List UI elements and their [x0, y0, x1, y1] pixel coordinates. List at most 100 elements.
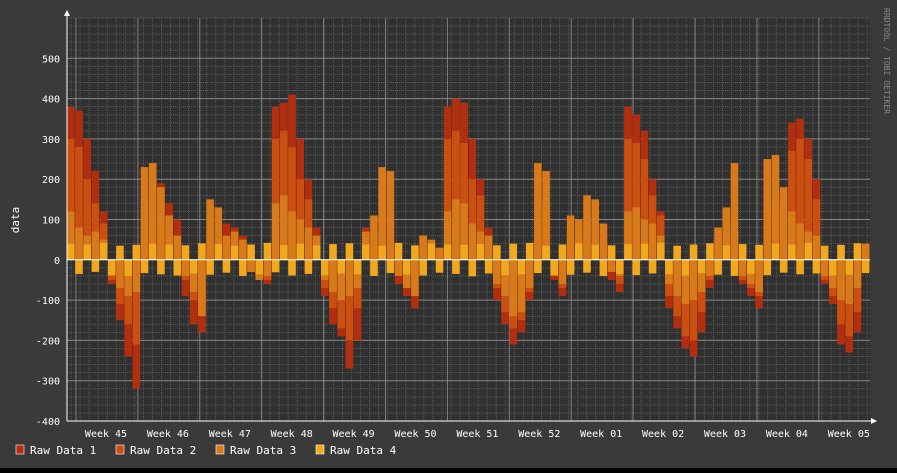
legend-label: Raw Data 4 — [330, 444, 397, 457]
bar-3 — [689, 259, 698, 301]
bar-4 — [493, 245, 501, 260]
bar-4 — [607, 245, 616, 260]
bar-3 — [468, 223, 477, 260]
bar-4 — [706, 243, 714, 260]
bar-4 — [214, 244, 223, 260]
bar-3 — [697, 259, 706, 293]
x-tick-label: Week 52 — [518, 429, 560, 440]
bar-3 — [198, 259, 206, 317]
bar-4 — [198, 243, 206, 260]
bar-3 — [67, 211, 75, 260]
bar-3 — [558, 259, 567, 284]
bar-3 — [837, 259, 845, 301]
legend-label: Raw Data 3 — [230, 444, 296, 457]
bar-4 — [755, 244, 763, 260]
bar-4 — [460, 244, 468, 260]
bar-4 — [591, 244, 599, 260]
x-tick-label: Week 51 — [456, 429, 498, 440]
y-tick-label: 400 — [42, 95, 60, 106]
bar-3 — [222, 235, 231, 260]
bar-3 — [796, 223, 804, 260]
bar-2 — [796, 138, 804, 260]
bar-3 — [75, 227, 83, 260]
bar-3 — [132, 259, 141, 293]
bar-4 — [99, 242, 108, 260]
bar-4 — [550, 259, 559, 276]
bar-4 — [173, 259, 182, 276]
bar-2 — [468, 179, 477, 260]
legend-swatch — [315, 444, 325, 455]
bar-3 — [189, 259, 198, 293]
bar-4 — [796, 259, 804, 275]
bar-4 — [304, 259, 313, 274]
bar-3 — [788, 211, 796, 260]
bar-2 — [271, 138, 280, 260]
bar-3 — [271, 203, 280, 260]
bar-4 — [296, 243, 305, 260]
bar-3 — [378, 167, 386, 260]
bar-4 — [730, 259, 739, 276]
bar-2 — [67, 138, 75, 260]
bar-3 — [673, 259, 681, 297]
bar-3 — [755, 259, 763, 293]
x-tick-label: Week 03 — [704, 429, 746, 440]
bar-3 — [812, 235, 821, 260]
bar-4 — [181, 245, 190, 260]
y-tick-label: 100 — [42, 216, 60, 227]
bar-4 — [804, 242, 813, 260]
bar-3 — [124, 259, 132, 297]
bar-4 — [271, 259, 280, 273]
bar-4 — [820, 245, 829, 260]
bar-4 — [771, 243, 780, 260]
y-tick-label: 200 — [42, 175, 60, 186]
bar-4 — [476, 244, 485, 260]
y-tick-label: 0 — [54, 256, 60, 267]
legend-swatch — [15, 444, 25, 455]
bar-4 — [558, 244, 567, 260]
bar-3 — [607, 259, 616, 272]
bar-2 — [288, 146, 296, 260]
bar-2 — [624, 138, 632, 260]
bar-4 — [206, 259, 214, 275]
bar-3 — [730, 163, 739, 260]
x-tick-label: Week 48 — [271, 429, 313, 440]
bar-3 — [206, 199, 214, 260]
bar-4 — [517, 259, 526, 275]
bar-4 — [386, 259, 395, 274]
bar-3 — [738, 259, 747, 276]
bar-3 — [566, 215, 575, 260]
bar-4 — [148, 243, 157, 260]
bar-4 — [673, 245, 681, 260]
legend: Raw Data 1 Raw Data 2 Raw Data 3 Raw Data 4 — [15, 444, 397, 457]
bar-4 — [402, 259, 411, 275]
bar-3 — [640, 219, 649, 260]
bar-4 — [583, 259, 591, 273]
bar-4 — [468, 259, 477, 277]
bar-2 — [476, 195, 485, 260]
bar-3 — [779, 187, 788, 260]
bar-4 — [443, 244, 452, 260]
bar-4 — [394, 242, 403, 260]
bar-3 — [435, 247, 444, 260]
bar-3 — [722, 207, 731, 260]
bar-3 — [845, 259, 854, 305]
x-tick-label: Week 49 — [333, 429, 375, 440]
bar-2 — [640, 159, 649, 260]
bar-2 — [632, 142, 640, 260]
bar-4 — [288, 259, 296, 276]
bar-4 — [157, 259, 165, 275]
legend-label: Raw Data 1 — [30, 444, 96, 457]
bar-2 — [812, 199, 821, 260]
bar-3 — [173, 235, 182, 260]
bar-4 — [255, 259, 264, 275]
x-tick-label: Week 04 — [766, 429, 808, 440]
bar-3 — [681, 259, 690, 305]
bar-4 — [239, 259, 247, 276]
axes — [64, 10, 877, 424]
bar-4 — [427, 243, 436, 260]
x-tick-label: Week 05 — [828, 429, 870, 440]
bar-4 — [599, 259, 608, 276]
bar-4 — [124, 259, 132, 276]
bar-3 — [632, 207, 640, 260]
